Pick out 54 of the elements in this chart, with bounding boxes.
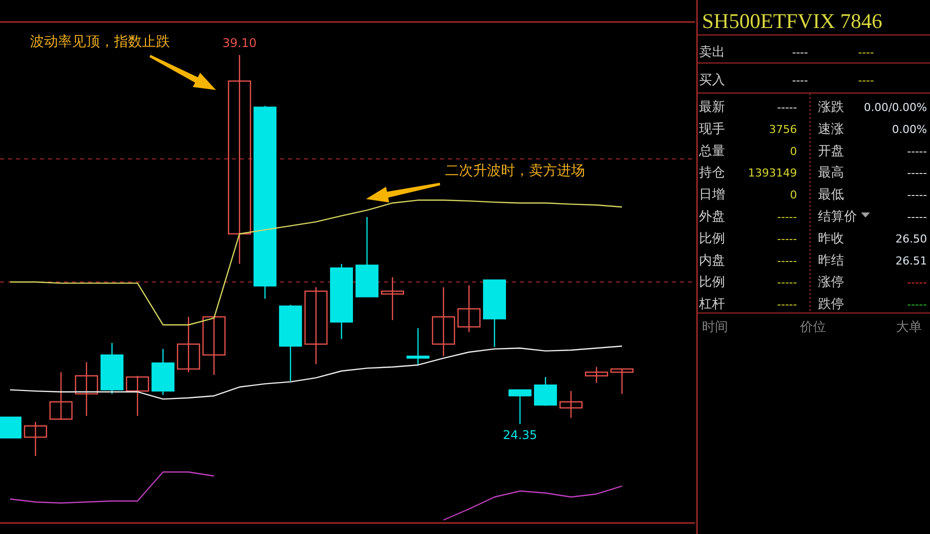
text: 卖出	[699, 45, 725, 60]
text: 波动率见顶，指数止跌	[30, 34, 170, 50]
text: 1393149	[748, 166, 797, 180]
text: 涨跌	[818, 100, 844, 115]
text: 现手	[699, 122, 725, 137]
text: -----	[777, 101, 798, 114]
text: SH500ETFVIX 7846	[702, 9, 882, 33]
text: 时间	[702, 320, 728, 335]
text: -----	[907, 188, 928, 202]
text: 3756	[769, 122, 797, 136]
text: 最低	[818, 188, 844, 203]
text: -----	[777, 254, 798, 268]
text: -----	[907, 144, 928, 158]
text: -----	[777, 298, 798, 312]
text: 开盘	[818, 144, 844, 159]
text: ----	[858, 46, 874, 59]
text: 0	[790, 144, 797, 158]
text: 价位	[799, 320, 826, 335]
text: 结算价	[818, 210, 857, 224]
text: 内盘	[699, 253, 725, 268]
text: 最高	[818, 164, 844, 181]
text: 24.35	[502, 428, 538, 442]
text: -----	[777, 276, 798, 290]
text: 0.00/0.00%	[864, 101, 927, 114]
text: -----	[907, 276, 928, 290]
text: -----	[907, 298, 928, 312]
text: -----	[777, 210, 798, 224]
text: 39.10	[222, 36, 257, 50]
text: 大单	[896, 320, 922, 335]
text: 26.50	[896, 232, 927, 246]
text: -----	[777, 232, 798, 246]
text: 持仓	[699, 166, 725, 181]
text: 外盘	[699, 210, 725, 224]
text: -----	[907, 166, 928, 180]
text: 昨结	[818, 253, 844, 268]
text: 总量	[698, 144, 725, 159]
text: 速涨	[818, 122, 844, 137]
text: 0.00%	[892, 122, 927, 136]
text: 最新	[699, 100, 725, 115]
text: ----	[858, 74, 874, 87]
text: ----	[792, 74, 808, 87]
text: 比例	[699, 231, 725, 246]
text: 26.51	[896, 254, 927, 268]
text: 0	[790, 188, 797, 202]
text: 跌停	[818, 297, 844, 312]
text: 买入	[699, 73, 725, 88]
text: 日增	[699, 188, 725, 203]
text: ----	[792, 46, 808, 59]
text: 比例	[699, 275, 725, 290]
text: -----	[907, 210, 928, 224]
text: 杠杆	[698, 297, 725, 312]
annotation: 二次升波时，卖方进场	[445, 163, 585, 179]
text: 涨停	[818, 275, 844, 290]
text: 昨收	[818, 231, 844, 246]
